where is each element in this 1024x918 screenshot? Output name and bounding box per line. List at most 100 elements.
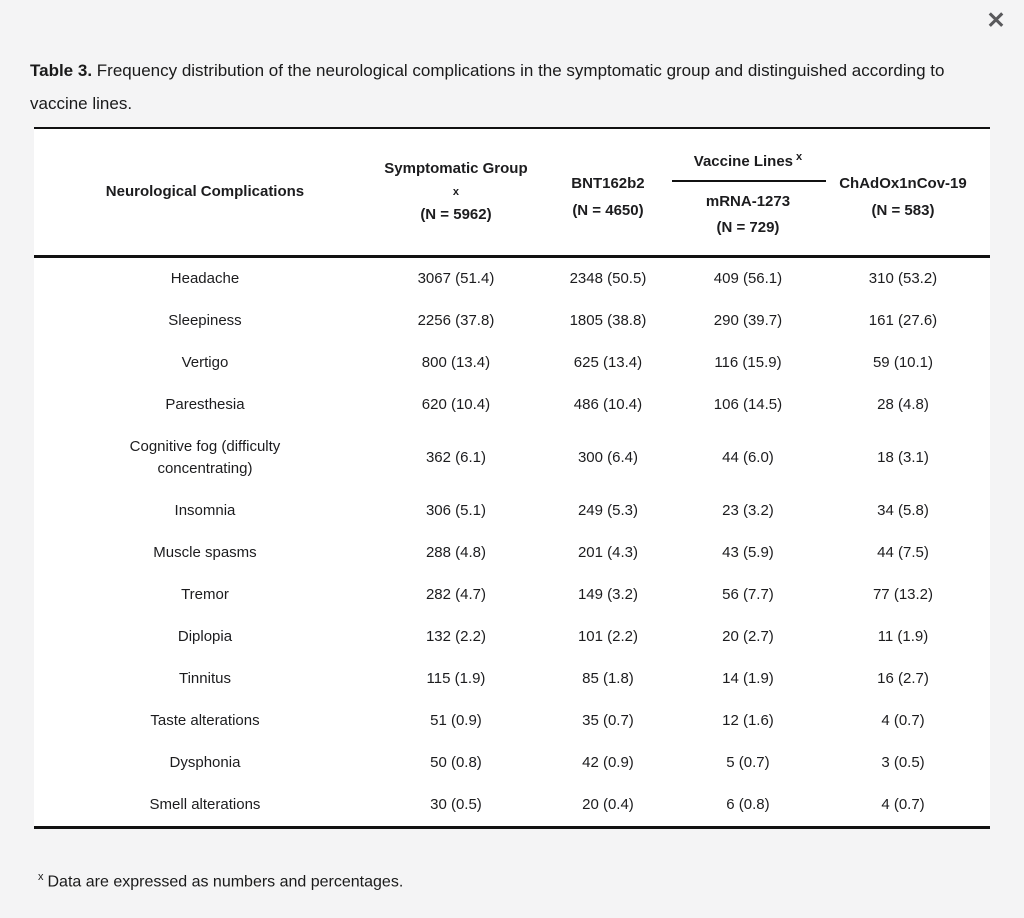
- value-cell: 56 (7.7): [722, 586, 774, 603]
- header-complications: Neurological Complications: [34, 129, 376, 255]
- value-cell: 625 (13.4): [573, 354, 643, 371]
- value-cell: 2256 (37.8): [417, 312, 495, 329]
- table-row: Dysphonia 50 (0.8) 42 (0.9) 5 (0.7) 3 (0.5): [34, 742, 990, 784]
- close-button[interactable]: ✕: [982, 6, 1010, 34]
- value-cell: 306 (5.1): [425, 502, 486, 519]
- value-cell: 51 (0.9): [430, 712, 482, 729]
- table-row: Headache 3067 (51.4) 2348 (50.5) 409 (56.1)…: [34, 258, 990, 300]
- header-symptomatic-title: Symptomatic Group: [384, 160, 528, 177]
- table-row: Smell alterations 30 (0.5) 20 (0.4) 6 (0.8)…: [34, 784, 990, 826]
- value-cell: 12 (1.6): [722, 712, 774, 729]
- header-vaccine-lines-label: Vaccine Lines x: [693, 150, 803, 170]
- value-cell: 288 (4.8): [425, 544, 486, 561]
- table-row: Paresthesia 620 (10.4) 486 (10.4) 106 (14.5…: [34, 384, 990, 426]
- complication-label: Sleepiness: [168, 312, 242, 329]
- header-mrna1273-n: (N = 729): [716, 218, 780, 236]
- value-cell: 77 (13.2): [872, 586, 934, 603]
- value-cell: 16 (2.7): [877, 670, 929, 687]
- value-cell: 132 (2.2): [425, 628, 486, 645]
- table-row: Cognitive fog (difficulty concentrating)…: [34, 426, 990, 490]
- complication-label: Tremor: [181, 586, 229, 603]
- value-cell: 30 (0.5): [430, 796, 482, 813]
- value-cell: 106 (14.5): [713, 396, 783, 413]
- value-cell: 59 (10.1): [872, 354, 934, 371]
- header-bnt162b2-title: BNT162b2: [571, 174, 645, 192]
- complication-label: Insomnia: [174, 502, 236, 519]
- value-cell: 85 (1.8): [582, 670, 634, 687]
- vaccine-lines-rule: [671, 179, 826, 182]
- complication-label: Vertigo: [181, 354, 229, 371]
- value-cell: 101 (2.2): [577, 628, 638, 645]
- complication-label: Diplopia: [177, 628, 233, 645]
- header-symptomatic-n: (N = 5962): [420, 206, 492, 223]
- value-cell: 35 (0.7): [582, 712, 634, 729]
- value-cell: 362 (6.1): [425, 449, 486, 466]
- vaccine-lines-footnote-marker: x: [796, 150, 803, 163]
- table-caption: Table 3. Frequency distribution of the n…: [30, 54, 988, 120]
- header-complications-label: Neurological Complications: [105, 183, 305, 200]
- header-chadox-n: (N = 583): [871, 201, 935, 219]
- value-cell: 42 (0.9): [582, 754, 634, 771]
- value-cell: 20 (2.7): [722, 628, 774, 645]
- header-bnt162b2-n: (N = 4650): [572, 201, 644, 219]
- header-symptomatic-group: Symptomatic Group x (N = 5962): [376, 129, 536, 255]
- value-cell: 44 (7.5): [877, 544, 929, 561]
- value-cell: 34 (5.8): [877, 502, 929, 519]
- value-cell: 18 (3.1): [877, 449, 929, 466]
- value-cell: 486 (10.4): [573, 396, 643, 413]
- value-cell: 2348 (50.5): [569, 270, 647, 287]
- value-cell: 4 (0.7): [881, 712, 925, 729]
- caption-label: Table 3.: [30, 61, 93, 80]
- value-cell: 3 (0.5): [881, 754, 925, 771]
- table-row: Vertigo 800 (13.4) 625 (13.4) 116 (15.9) 59 …: [34, 342, 990, 384]
- value-cell: 201 (4.3): [577, 544, 638, 561]
- complication-label: Tinnitus: [178, 670, 231, 687]
- value-cell: 44 (6.0): [722, 449, 774, 466]
- complication-label: Muscle spasms: [153, 544, 257, 561]
- header-symptomatic-footnote-marker: x: [452, 186, 460, 198]
- header-chadox-title: ChAdOx1nCov-19: [839, 174, 967, 192]
- header-bnt162b2: BNT162b2 (N = 4650): [536, 129, 680, 255]
- complication-label: Dysphonia: [169, 754, 241, 771]
- value-cell: 300 (6.4): [577, 449, 638, 466]
- footnote-marker: x: [38, 871, 44, 883]
- table-row: Tremor 282 (4.7) 149 (3.2) 56 (7.7) 77 (13.2…: [34, 574, 990, 616]
- header-chadox: ChAdOx1nCov-19 (N = 583): [816, 129, 990, 255]
- value-cell: 11 (1.9): [877, 628, 929, 645]
- footnote: x Data are expressed as numbers and perce…: [38, 871, 403, 891]
- value-cell: 290 (39.7): [713, 312, 783, 329]
- value-cell: 620 (10.4): [421, 396, 491, 413]
- table-row: Insomnia 306 (5.1) 249 (5.3) 23 (3.2) 34 (5.…: [34, 490, 990, 532]
- value-cell: 5 (0.7): [726, 754, 770, 771]
- value-cell: 1805 (38.8): [569, 312, 647, 329]
- value-cell: 43 (5.9): [722, 544, 774, 561]
- value-cell: 23 (3.2): [722, 502, 774, 519]
- value-cell: 28 (4.8): [877, 396, 929, 413]
- header-vaccine-lines: Vaccine Lines x mRNA-1273 (N = 729): [671, 129, 826, 255]
- value-cell: 50 (0.8): [430, 754, 482, 771]
- table: Neurological Complications Symptomatic G…: [34, 127, 990, 829]
- table-header: Neurological Complications Symptomatic G…: [34, 129, 990, 258]
- table-row: Sleepiness 2256 (37.8) 1805 (38.8) 290 (39.…: [34, 300, 990, 342]
- complication-label: Taste alterations: [150, 712, 260, 729]
- complication-label: Headache: [170, 270, 240, 287]
- value-cell: 249 (5.3): [577, 502, 638, 519]
- value-cell: 310 (53.2): [868, 270, 938, 287]
- value-cell: 115 (1.9): [426, 670, 486, 687]
- value-cell: 116 (15.9): [714, 354, 782, 371]
- value-cell: 409 (56.1): [713, 270, 783, 287]
- caption-text: Frequency distribution of the neurologic…: [30, 61, 945, 113]
- header-mrna1273-title: mRNA-1273: [705, 192, 791, 210]
- value-cell: 800 (13.4): [421, 354, 491, 371]
- data-table: Headache 3067 (51.4) 2348 (50.5) 409 (56.1)…: [34, 258, 990, 826]
- value-cell: 149 (3.2): [577, 586, 638, 603]
- table-row: Diplopia 132 (2.2) 101 (2.2) 20 (2.7) 11 (1.…: [34, 616, 990, 658]
- complication-label: Cognitive fog (difficulty concentrating): [129, 438, 281, 477]
- value-cell: 20 (0.4): [582, 796, 634, 813]
- complication-label: Smell alterations: [149, 796, 261, 813]
- table-body: Headache 3067 (51.4) 2348 (50.5) 409 (56.1)…: [34, 258, 990, 826]
- footnote-text: Data are expressed as numbers and percen…: [47, 873, 404, 891]
- table-row: Muscle spasms 288 (4.8) 201 (4.3) 43 (5.9) 4…: [34, 532, 990, 574]
- table-row: Taste alterations 51 (0.9) 35 (0.7) 12 (1.6…: [34, 700, 990, 742]
